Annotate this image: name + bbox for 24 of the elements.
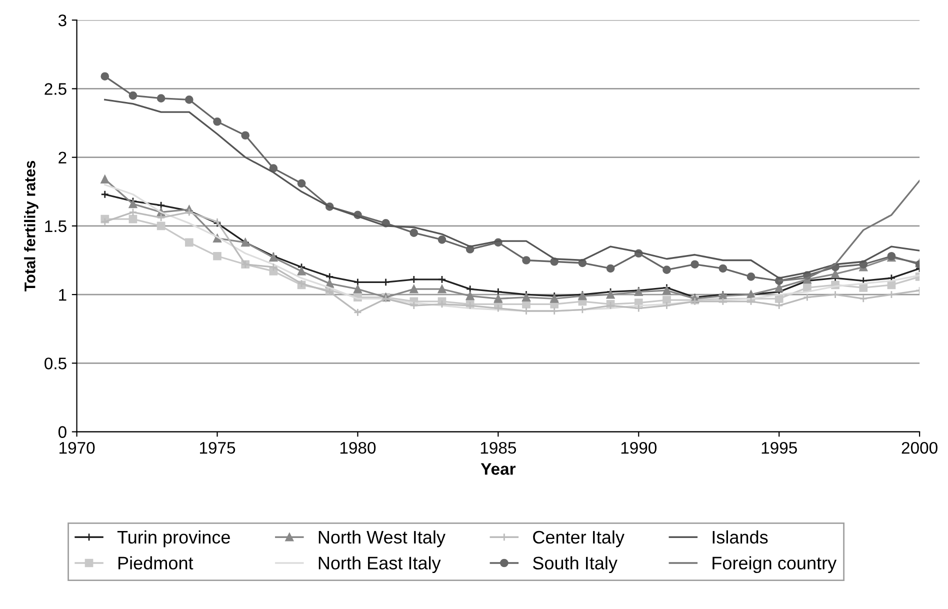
x-tick-label: 1985 (480, 442, 516, 454)
legend-label: North West Italy (318, 530, 446, 548)
y-tick-label: 2 (58, 152, 66, 164)
x-axis-title: Year (480, 463, 516, 475)
y-tick-label: 0.5 (44, 358, 66, 370)
legend-label: Piedmont (118, 556, 194, 570)
x-tick-label: 1970 (60, 442, 95, 454)
legend-label: Center Italy (533, 530, 624, 548)
legend-label: North East Italy (318, 556, 441, 574)
y-tick-label: 2.5 (44, 83, 66, 95)
legend-label: Foreign country (712, 556, 837, 574)
legend-label: South Italy (532, 556, 618, 574)
legend-label: Turin province (117, 530, 230, 548)
legend-label: Islands (712, 530, 768, 544)
y-tick-label: 0 (58, 426, 66, 438)
y-tick-label: 1 (59, 289, 66, 301)
x-tick-label: 1990 (621, 442, 657, 454)
x-tick-label: 2000 (902, 442, 938, 454)
x-tick-label: 1980 (340, 442, 376, 454)
x-tick-label: 1975 (200, 442, 236, 454)
x-tick-label: 1995 (762, 442, 797, 454)
y-tick-label: 3 (58, 14, 66, 26)
y-axis-title: Total fertility rates (24, 160, 38, 292)
y-tick-label: 1.5 (45, 220, 66, 232)
